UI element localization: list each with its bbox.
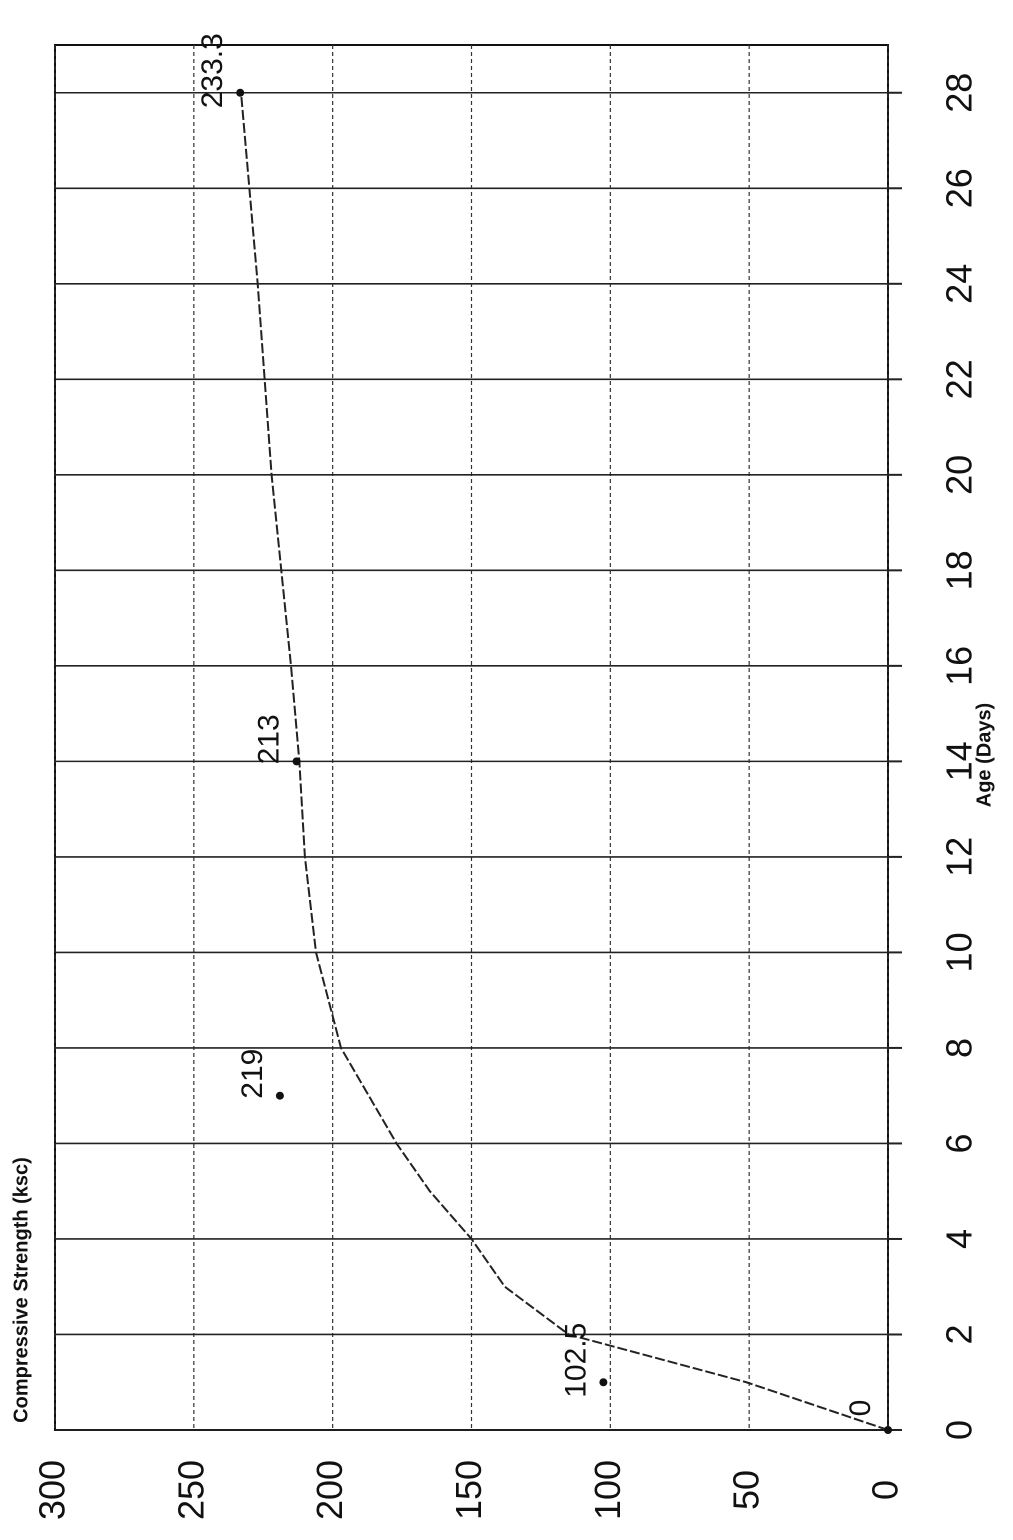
x-tick-label: 14 [939, 741, 980, 781]
y-tick-label: 300 [32, 1460, 73, 1520]
x-tick-label: 26 [939, 168, 980, 208]
x-tick-label: 22 [939, 359, 980, 399]
x-tick-label: 24 [939, 264, 980, 304]
y-tick-label: 150 [448, 1460, 489, 1520]
x-tick-label: 8 [939, 1038, 980, 1058]
x-tick-label: 4 [939, 1229, 980, 1249]
data-label: 0 [844, 1400, 877, 1417]
y-tick-label: 100 [587, 1460, 628, 1520]
data-label: 213 [252, 714, 285, 764]
x-tick-label: 16 [939, 646, 980, 686]
data-label: 102.5 [559, 1323, 592, 1398]
chart-title: Compressive Strength (ksc) [10, 1157, 32, 1423]
y-tick-label: 0 [865, 1480, 906, 1500]
data-point [293, 757, 301, 765]
page: {"chart_data": {"type": "line", "title":… [0, 0, 1013, 1540]
data-label: 233.3 [196, 33, 229, 108]
data-point [884, 1426, 892, 1434]
data-point [599, 1378, 607, 1386]
y-tick-label: 200 [309, 1460, 350, 1520]
data-label: 219 [236, 1049, 269, 1099]
data-point [276, 1092, 284, 1100]
x-tick-label: 6 [939, 1133, 980, 1153]
x-tick-label: 2 [939, 1324, 980, 1344]
data-point [236, 89, 244, 97]
chart: Compressive Strength (ksc) Age (Days) 05… [0, 0, 1013, 1540]
x-tick-label: 12 [939, 837, 980, 877]
y-tick-label: 50 [726, 1470, 767, 1510]
x-tick-label: 10 [939, 932, 980, 972]
x-tick-label: 28 [939, 73, 980, 113]
x-tick-label: 20 [939, 455, 980, 495]
y-tick-label: 250 [170, 1460, 211, 1520]
x-tick-label: 0 [939, 1420, 980, 1440]
x-tick-label: 18 [939, 550, 980, 590]
